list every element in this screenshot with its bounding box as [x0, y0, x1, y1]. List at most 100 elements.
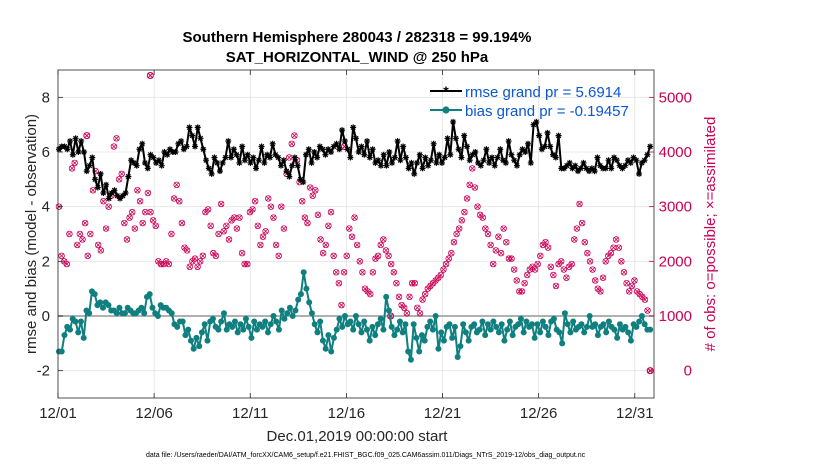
- obs-possible-point: [568, 260, 575, 268]
- x-tick-label: 12/31: [616, 405, 654, 422]
- obs-assimilated-point: [618, 258, 625, 265]
- obs-assimilated-point: [58, 253, 65, 259]
- bias-point: [625, 329, 632, 336]
- bias-point: [231, 318, 238, 325]
- rmse-point: [400, 143, 407, 150]
- obs-possible-point: [484, 230, 492, 238]
- obs-assimilated-point: [223, 223, 230, 229]
- obs-possible-point: [414, 304, 421, 311]
- rmse-point: [233, 151, 240, 158]
- obs-possible-point: [466, 181, 473, 188]
- bias-point: [399, 329, 406, 336]
- obs-assimilated-point: [642, 296, 648, 303]
- rmse-point: [572, 162, 579, 169]
- rmse-point: [552, 154, 559, 161]
- obs-assimilated-point: [215, 231, 222, 237]
- rmse-point: [100, 190, 107, 196]
- obs-possible-point: [335, 280, 343, 287]
- obs-possible-point: [469, 165, 476, 172]
- rmse-point: [430, 140, 437, 147]
- bias-point: [190, 345, 197, 352]
- obs-possible-point: [586, 258, 594, 265]
- obs-possible-point: [105, 203, 112, 210]
- obs-assimilated-point: [521, 280, 528, 286]
- obs-assimilated-point: [519, 288, 525, 295]
- obs-possible-point: [217, 200, 225, 208]
- obs-possible-point: [348, 233, 356, 240]
- rmse-point: [494, 154, 501, 161]
- rmse-point: [94, 184, 101, 191]
- rmse-point: [347, 154, 354, 161]
- rmse-point: [402, 154, 409, 161]
- obs-assimilated-point: [260, 234, 266, 240]
- obs-assimilated-point: [448, 250, 455, 256]
- rmse-point: [219, 159, 226, 166]
- x-tick-label: 12/16: [328, 405, 366, 422]
- obs-possible-point: [275, 252, 282, 260]
- obs-assimilated-point: [563, 275, 570, 281]
- bias-point: [605, 318, 612, 325]
- bias-point: [61, 332, 68, 339]
- obs-possible-point: [367, 290, 374, 298]
- obs-possible-point: [343, 252, 350, 260]
- bias-point: [564, 321, 571, 328]
- obs-assimilated-point: [346, 225, 353, 232]
- obs-possible-point: [576, 200, 583, 208]
- obs-assimilated-point: [255, 223, 261, 229]
- obs-possible-point: [401, 304, 408, 311]
- obs-assimilated-point: [466, 182, 473, 188]
- rmse-point: [294, 162, 301, 169]
- obs-assimilated-point: [192, 255, 198, 262]
- rmse-point: [611, 154, 618, 161]
- obs-assimilated-point: [367, 291, 373, 297]
- obs-assimilated-point: [558, 258, 564, 265]
- bias-point: [633, 323, 640, 330]
- rmse-point: [189, 132, 196, 139]
- bias-point: [501, 337, 508, 344]
- obs-assimilated-point: [323, 242, 329, 248]
- rmse-point: [408, 159, 415, 166]
- obs-possible-point: [626, 288, 633, 295]
- rmse-point: [383, 162, 390, 169]
- rmse-point: [586, 168, 593, 175]
- bias-point: [479, 318, 486, 325]
- bias-point: [394, 326, 401, 333]
- obs-possible-point: [537, 252, 544, 260]
- obs-possible-point: [607, 249, 615, 257]
- bias-point: [72, 318, 79, 325]
- obs-assimilated-point: [461, 209, 468, 215]
- obs-assimilated-point: [579, 220, 585, 226]
- bias-point: [347, 318, 354, 325]
- obs-assimilated-point: [592, 277, 598, 284]
- rmse-point: [411, 170, 418, 177]
- obs-possible-point: [267, 203, 275, 210]
- obs-possible-point: [500, 225, 507, 232]
- obs-possible-point: [146, 71, 154, 79]
- obs-assimilated-point: [393, 280, 400, 286]
- obs-possible-point: [542, 238, 549, 246]
- obs-possible-point: [194, 263, 201, 270]
- obs-possible-point: [257, 241, 264, 249]
- rmse-point: [153, 159, 160, 166]
- obs-assimilated-point: [317, 236, 324, 243]
- rmse-point: [327, 149, 334, 155]
- rmse-point: [530, 121, 537, 128]
- obs-assimilated-point: [221, 228, 227, 234]
- obs-assimilated-point: [404, 310, 410, 316]
- obs-possible-point: [76, 230, 84, 238]
- obs-possible-point: [147, 208, 154, 216]
- obs-assimilated-point: [498, 250, 504, 256]
- obs-possible-point: [513, 277, 520, 284]
- bias-point: [446, 321, 453, 328]
- rmse-point: [261, 159, 268, 166]
- rmse-point: [477, 162, 484, 169]
- bias-point: [58, 348, 65, 355]
- bias-point: [193, 334, 200, 341]
- legend: * rmse grand pr = 5.6914 bias grand pr =…: [430, 83, 629, 120]
- rmse-point: [150, 154, 157, 161]
- obs-possible-point: [306, 184, 314, 191]
- obs-assimilated-point: [226, 236, 232, 243]
- rmse-point: [505, 138, 512, 145]
- bias-point: [339, 323, 346, 330]
